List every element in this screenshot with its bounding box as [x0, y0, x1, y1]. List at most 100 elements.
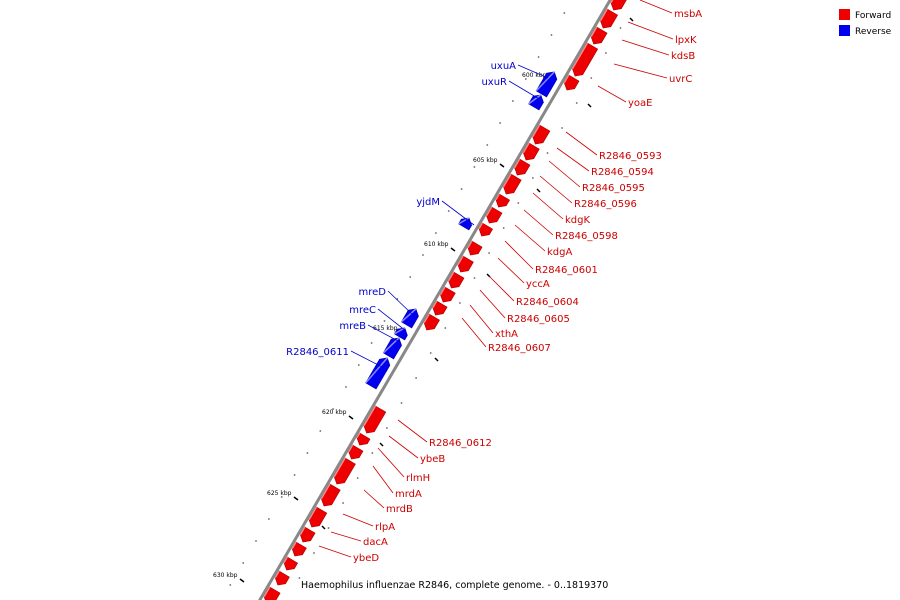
gene-arrow-highlight	[348, 444, 354, 453]
grid-dot	[255, 540, 257, 542]
grid-dot	[345, 386, 347, 388]
grid-dot	[512, 100, 514, 102]
grid-dot	[444, 327, 447, 329]
reverse-gene-arrow	[535, 71, 558, 98]
forward-label-leader	[597, 85, 627, 103]
forward-label-leader	[548, 160, 581, 188]
reverse-gene-arrow	[365, 357, 391, 390]
gene-arrow-highlight	[563, 74, 570, 84]
grid-dot	[460, 188, 463, 190]
forward-gene-label: ybeD	[353, 553, 379, 564]
tick-label: 625 kbp	[267, 490, 292, 497]
tick-mark	[293, 496, 299, 501]
grid-dot	[488, 252, 490, 254]
grid-dot	[268, 518, 270, 520]
gene-arrow-highlight	[522, 142, 530, 154]
forward-gene-label: ybeB	[420, 454, 445, 465]
grid-dot	[550, 34, 553, 36]
forward-gene-label: rlpA	[375, 522, 395, 533]
tick-mark	[450, 247, 456, 252]
tick-mark	[499, 163, 505, 168]
gene-arrow-highlight	[478, 222, 483, 230]
forward-gene-label: yccA	[526, 279, 550, 290]
forward-label-leader	[469, 304, 494, 334]
gene-arrow-highlight	[495, 193, 500, 201]
grid-dot	[242, 562, 245, 564]
gene-arrow-highlight	[447, 271, 455, 282]
forward-label-leader	[539, 175, 573, 204]
genome-backbone	[258, 0, 612, 600]
reverse-gene-label: yjdM	[416, 197, 440, 208]
minor-tick	[536, 188, 541, 193]
genome-caption: Haemophilus influenzae R2846, complete g…	[301, 580, 608, 591]
grid-dot	[415, 377, 417, 379]
grid-dot	[524, 78, 527, 80]
forward-gene-label: R2846_0604	[516, 297, 579, 308]
grid-dot	[590, 77, 593, 79]
gene-arrow-highlight	[485, 206, 493, 217]
forward-gene-label: rlmH	[406, 473, 430, 484]
minor-tick	[321, 525, 326, 530]
grid-dot	[473, 166, 476, 168]
grid-dot	[383, 320, 386, 322]
tick-mark	[239, 578, 245, 583]
gene-arrow-highlight	[299, 526, 306, 536]
grid-dot	[342, 502, 344, 504]
grid-dot	[319, 430, 322, 432]
forward-label-leader	[523, 209, 554, 236]
minor-tick	[587, 103, 592, 108]
gene-arrow-highlight	[423, 313, 430, 324]
grid-dot	[429, 352, 432, 354]
forward-label-leader	[377, 447, 405, 478]
grid-dot	[306, 452, 309, 454]
forward-gene-label: yoaE	[628, 98, 652, 109]
legend-swatch-reverse	[839, 25, 850, 36]
forward-gene-label: xthA	[495, 329, 518, 340]
forward-gene-label: R2846_0612	[429, 438, 492, 449]
reverse-label-leader	[517, 64, 549, 79]
reverse-label-leader	[387, 290, 415, 317]
label-leaders	[318, 0, 674, 558]
forward-label-leader	[621, 39, 670, 56]
forward-gene-label: uvrC	[669, 74, 692, 85]
gene-arrow-highlight	[283, 556, 288, 564]
forward-label-leader	[639, 0, 673, 14]
forward-label-leader	[613, 63, 668, 79]
forward-label-leader	[318, 545, 352, 558]
legend-label-reverse: Reverse	[855, 27, 892, 37]
tick-label: 600 kbp	[522, 72, 547, 79]
gene-arrow-highlight	[502, 173, 512, 188]
legend-swatch-forward	[839, 9, 850, 20]
reverse-gene-arrow	[393, 327, 408, 341]
grid-dot	[546, 152, 549, 154]
grid-dot	[473, 277, 476, 279]
forward-label-leader	[397, 419, 428, 443]
forward-gene-label: lpxK	[675, 35, 697, 46]
forward-gene-label: kdgK	[565, 215, 590, 226]
reverse-gene-label: mreD	[359, 287, 387, 298]
grid-dot	[502, 227, 505, 229]
tick-label: 615 kbp	[373, 325, 398, 332]
tick-label: 620 kbp	[322, 409, 347, 416]
grid-dot	[370, 342, 373, 344]
gene-arrow-highlight	[513, 158, 521, 169]
gene-arrow-highlight	[400, 308, 417, 323]
gene-arrow-highlight	[457, 255, 464, 266]
reverse-gene-arrow	[400, 308, 419, 329]
forward-gene-label: R2846_0594	[591, 167, 654, 178]
grid-dot	[356, 477, 359, 479]
gene-arrow-highlight	[291, 541, 297, 550]
forward-gene-label: R2846_0607	[488, 343, 551, 354]
forward-label-leader	[497, 257, 525, 284]
forward-gene-arrow	[610, 0, 627, 11]
gene-labels: msbA lpxK kdsB uvrC yoaE R2846_0593 R2846_0594…	[286, 9, 702, 564]
forward-gene-label: R2846_0593	[599, 151, 662, 162]
forward-label-leader	[504, 240, 534, 270]
grid-dot	[619, 27, 622, 29]
grid-dot	[371, 452, 374, 454]
grid-dot	[561, 127, 563, 129]
gene-arrow-highlight	[274, 570, 280, 579]
grid-dot	[499, 122, 501, 124]
forward-label-leader	[461, 317, 487, 348]
forward-gene-label: R2846_0596	[574, 199, 637, 210]
